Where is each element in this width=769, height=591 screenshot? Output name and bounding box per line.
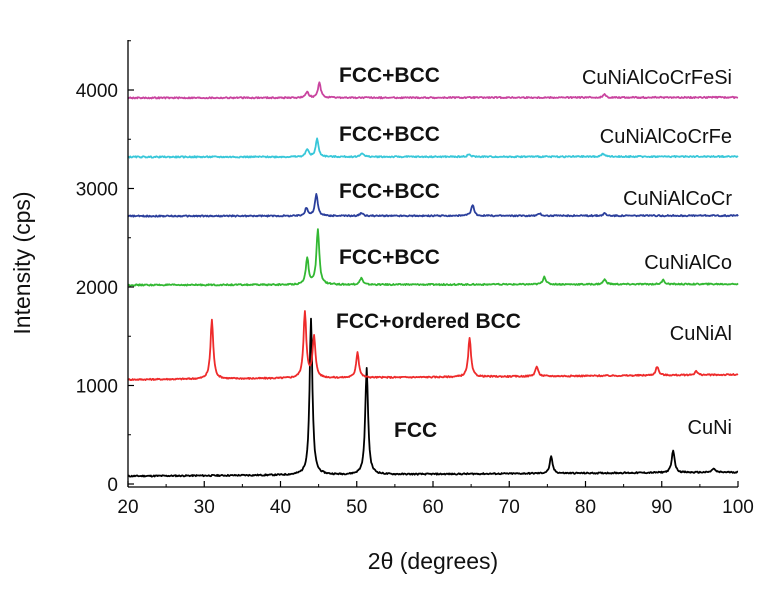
y-axis: 0 1000 2000 3000 4000 Intensity (cps) [9,40,134,496]
y-ticks: 0 1000 2000 3000 4000 [76,40,134,496]
y-tick-label: 2000 [76,278,118,299]
series-line-cunialco [127,228,739,287]
x-axis-title: 2θ (degrees) [368,548,498,574]
x-tick-label: 50 [346,497,367,518]
x-tick-label: 60 [422,497,443,518]
x-tick-label: 70 [499,497,520,518]
sample-label-cunial: CuNiAl [670,323,732,345]
x-tick-label: 100 [722,497,754,518]
phase-label-cunialcocrfesi: FCC+BCC [339,64,440,87]
series-line-cunial [127,310,739,382]
y-tick-label: 3000 [76,180,118,201]
x-tick-label: 90 [651,497,672,518]
series-line-cunialcocr [127,192,739,218]
x-tick-label: 40 [270,497,291,518]
sample-label-cuni: CuNi [688,417,732,439]
x-tick-label: 80 [575,497,596,518]
y-tick-label: 0 [107,475,118,496]
sample-label-cunialcocrfesi: CuNiAlCoCrFeSi [582,67,732,89]
phase-label-cunialcocrfe: FCC+BCC [339,123,440,146]
y-axis-title: Intensity (cps) [9,191,35,334]
series-line-cuni [127,317,739,478]
x-ticks: 20 30 40 50 60 70 80 90 100 [117,481,754,518]
phase-label-cuni: FCC [394,419,437,442]
y-tick-label: 1000 [76,377,118,398]
series-line-cunialcocrfesi [127,81,739,100]
x-tick-label: 30 [194,497,215,518]
series-line-cunialcocrfe [127,137,739,159]
sample-label-cunialcocrfe: CuNiAlCoCrFe [600,126,732,148]
phase-label-cunialcocr: FCC+BCC [339,180,440,203]
x-tick-label: 20 [117,497,138,518]
y-tick-label: 4000 [76,81,118,102]
x-axis: 20 30 40 50 60 70 80 90 100 2θ (degrees) [117,481,754,574]
phase-label-cunialco: FCC+BCC [339,246,440,269]
phase-label-cunial: FCC+ordered BCC [336,310,521,333]
sample-label-cunialco: CuNiAlCo [644,252,732,274]
series-lines [127,81,739,478]
sample-label-cunialcocr: CuNiAlCoCr [623,188,732,210]
